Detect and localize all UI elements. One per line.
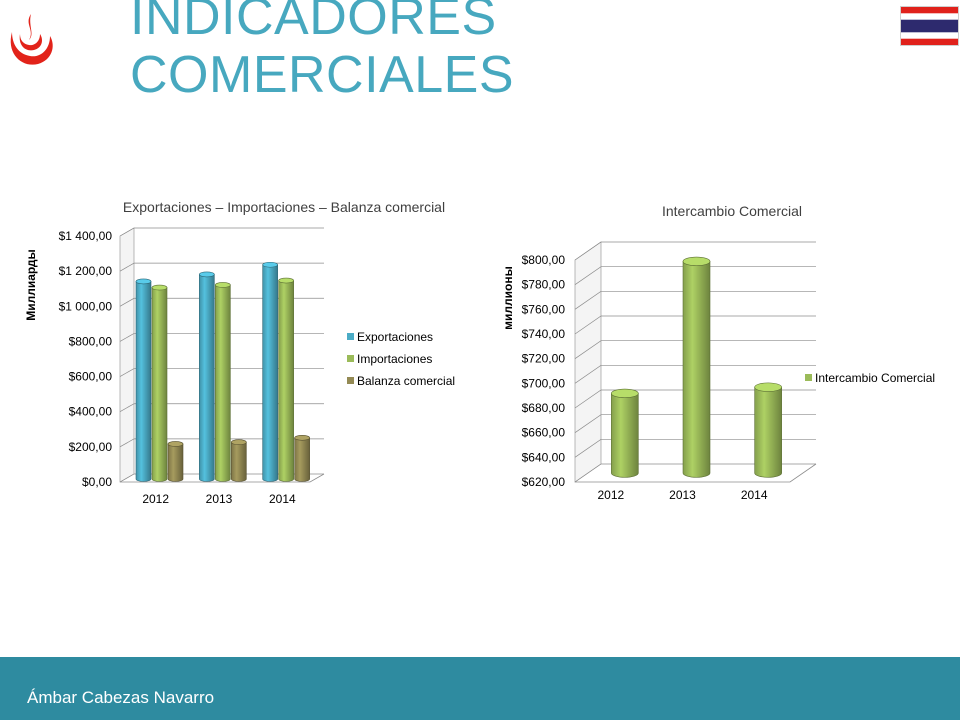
thailand-flag-icon xyxy=(900,6,959,46)
chart1-ytick: $600,00 xyxy=(69,370,113,384)
slide-title: INDICADORES COMERCIALES xyxy=(130,0,514,104)
chart1-ytick: $0,00 xyxy=(82,475,112,489)
chart2-bar-1 xyxy=(682,256,711,478)
chart1-gridline xyxy=(119,473,324,483)
chart1-side-wall xyxy=(119,227,135,483)
chart1-bar-0-1 xyxy=(199,271,215,482)
chart2-gridline xyxy=(574,414,816,433)
chart2-legend-label: Intercambio Comercial xyxy=(815,371,935,385)
chart1-legend-swatch xyxy=(347,333,354,340)
chart2-ytick: $640,00 xyxy=(522,450,566,464)
chart1-xtick: 2014 xyxy=(269,492,296,506)
chart2-gridline xyxy=(574,340,816,359)
footer-author: Ámbar Cabezas Navarro xyxy=(27,688,215,707)
chart1-gridline xyxy=(119,438,324,448)
chart1-legend-label: Balanza comercial xyxy=(357,374,455,388)
chart1-title: Exportaciones – Importaciones – Balanza … xyxy=(123,199,445,215)
chart1-bar-1-1 xyxy=(215,282,231,482)
chart1-gridline xyxy=(119,333,324,342)
chart2-title: Intercambio Comercial xyxy=(662,203,802,219)
chart1-gridline xyxy=(119,297,324,307)
chart2-gridline xyxy=(574,364,816,384)
chart2-ytick: $660,00 xyxy=(522,426,566,440)
chart1-bar-2-1 xyxy=(231,439,247,482)
chart2-gridline xyxy=(574,266,816,285)
chart2-gridline xyxy=(574,463,816,483)
chart1-ytick: $1 400,00 xyxy=(59,229,113,243)
chart1-xtick: 2012 xyxy=(142,492,169,506)
chart2-xtick: 2013 xyxy=(669,488,696,502)
chart1-legend-label: Importaciones xyxy=(357,352,432,366)
chart2-bar-0 xyxy=(611,388,639,478)
chart2-ytick: $740,00 xyxy=(522,327,566,341)
title-line-1: INDICADORES xyxy=(130,0,497,46)
footer-bar: Ámbar Cabezas Navarro xyxy=(0,657,960,720)
chart2-ytick: $780,00 xyxy=(522,278,566,292)
chart1-ytick: $200,00 xyxy=(69,440,113,454)
chart1-ytick: $800,00 xyxy=(69,334,113,348)
chart1-bar-0-0 xyxy=(135,278,152,482)
chart2-side-wall xyxy=(574,241,602,483)
chart2-legend-swatch xyxy=(805,374,812,381)
chart2-ytick: $620,00 xyxy=(522,475,566,489)
chart1-gridline xyxy=(119,262,324,272)
chart1-bar-1-2 xyxy=(278,277,294,482)
chart2-gridline xyxy=(574,315,816,335)
title-line-2: COMERCIALES xyxy=(130,46,515,104)
chart1-xtick: 2013 xyxy=(206,492,233,506)
chart1-legend-swatch xyxy=(347,377,354,384)
chart1-bar-2-2 xyxy=(294,435,310,482)
chart1-bar-2-0 xyxy=(167,441,184,482)
chart2-ytick: $760,00 xyxy=(522,302,566,316)
chart1-gridline xyxy=(119,227,324,237)
chart1-legend-swatch xyxy=(347,355,354,362)
chart1-ytick: $400,00 xyxy=(69,405,113,419)
chart1-gridline xyxy=(119,368,324,377)
chart2-bar-2 xyxy=(754,382,782,478)
chart2-ytick: $700,00 xyxy=(522,376,566,390)
chart2-gridline xyxy=(574,389,816,409)
chart1-legend-label: Exportaciones xyxy=(357,330,433,344)
chart1-gridline xyxy=(119,403,324,413)
chart1-bar-1-0 xyxy=(151,284,168,482)
chart2-floor xyxy=(575,463,817,483)
chart1-floor xyxy=(120,473,325,483)
chart1-ytick: $1 000,00 xyxy=(59,299,113,313)
chart2-xtick: 2012 xyxy=(597,488,624,502)
chart1-bar-0-2 xyxy=(262,261,278,482)
chart1-ytick: $1 200,00 xyxy=(59,264,113,278)
chart2-ytick: $720,00 xyxy=(522,352,566,366)
chart2-ytick: $800,00 xyxy=(522,253,566,267)
chart2-gridline xyxy=(574,241,816,261)
chart1-ylabel: Миллиарды xyxy=(24,249,38,321)
chart2-xtick: 2014 xyxy=(741,488,768,502)
chart2-ylabel: миллионы xyxy=(501,266,515,330)
chart2-ytick: $680,00 xyxy=(522,401,566,415)
university-logo xyxy=(10,14,53,65)
chart2-gridline xyxy=(574,290,816,310)
chart2-gridline xyxy=(574,438,816,458)
